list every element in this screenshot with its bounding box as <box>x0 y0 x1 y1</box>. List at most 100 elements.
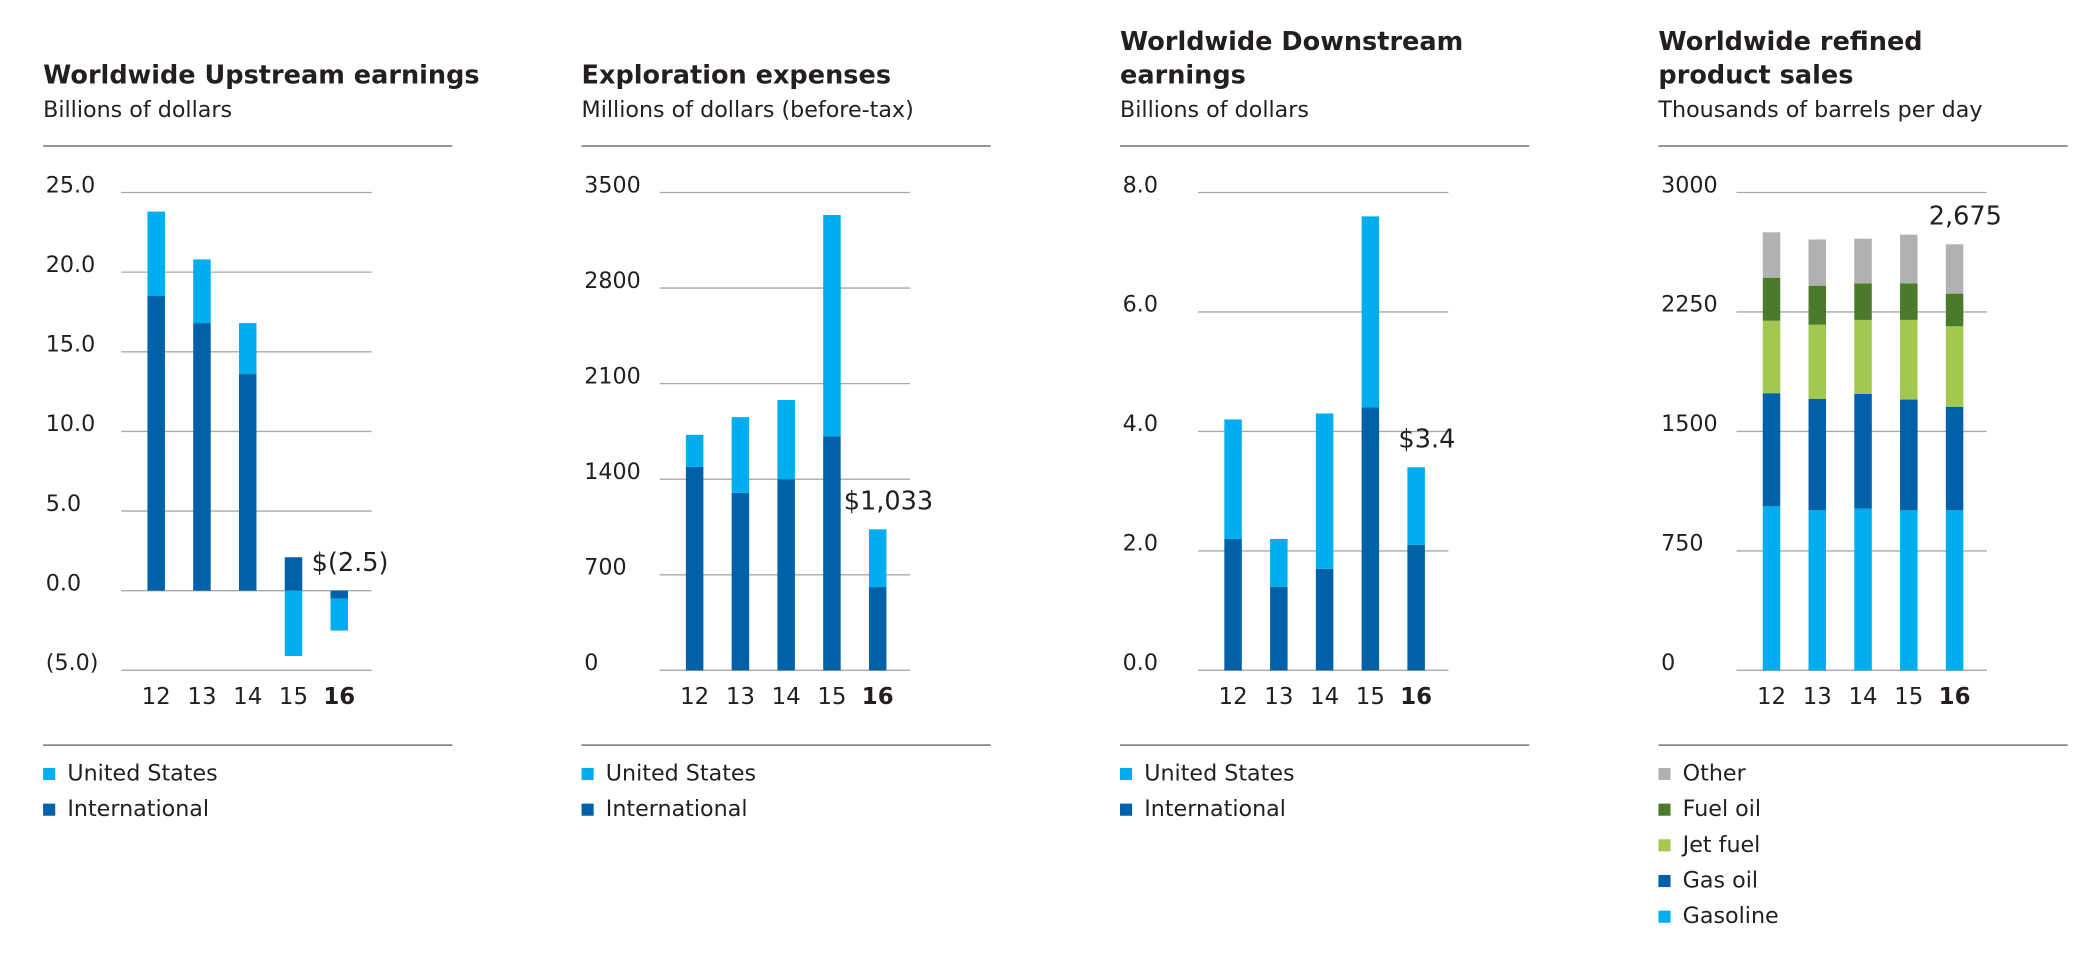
bar-segment <box>330 598 349 631</box>
bar-segment <box>1900 319 1918 400</box>
chart-title: Exploration expenses <box>582 61 892 91</box>
bar-segment <box>238 374 257 591</box>
y-tick-label: 0 <box>1661 650 1675 676</box>
bar-segment <box>1808 285 1827 325</box>
total-label: $1,033 <box>844 486 933 516</box>
bar-segment <box>1315 568 1334 671</box>
y-tick-label: 25.0 <box>46 172 95 198</box>
y-tick-label: 2.0 <box>1123 531 1158 557</box>
x-tick-label: 16 <box>1939 684 1971 710</box>
legend-label: International <box>606 796 748 822</box>
x-tick-label: 13 <box>726 684 755 710</box>
x-tick-label: 15 <box>817 684 846 710</box>
chart-title: Worldwide Upstream earnings <box>43 61 480 91</box>
bar-segment <box>1900 283 1918 320</box>
bar-segment <box>1808 239 1827 286</box>
legend-label: Gasoline <box>1683 903 1779 929</box>
y-tick-label: 1400 <box>584 459 641 485</box>
y-tick-label: 700 <box>584 555 626 581</box>
bar-segment <box>1224 419 1242 539</box>
bar-segment <box>731 417 750 493</box>
bar-segment <box>1361 407 1380 671</box>
y-tick-label: 750 <box>1661 531 1703 557</box>
x-tick-label: 13 <box>187 684 216 710</box>
bar-segment <box>1407 467 1425 545</box>
y-tick-label: 10.0 <box>46 411 95 437</box>
y-tick-label: 1500 <box>1661 411 1718 437</box>
total-label: $(2.5) <box>312 548 389 578</box>
legend-label: Fuel oil <box>1683 796 1761 822</box>
bar-segment <box>1945 406 1964 511</box>
bar-segment <box>147 296 165 591</box>
chart-title: product sales <box>1658 61 1853 91</box>
x-tick-label: 16 <box>1400 684 1432 710</box>
legend-swatch <box>1658 803 1671 816</box>
bar-segment <box>284 590 303 657</box>
x-tick-label: 14 <box>772 684 801 710</box>
x-tick-label: 15 <box>279 684 308 710</box>
bar-segment <box>1900 399 1918 511</box>
legend-swatch <box>1658 839 1671 852</box>
bar-segment <box>823 436 841 671</box>
legend-swatch <box>43 767 56 781</box>
y-tick-label: (5.0) <box>46 650 99 676</box>
bar-segment <box>685 434 704 467</box>
chart-subtitle: Millions of dollars (before-tax) <box>582 97 914 123</box>
legend-label: United States <box>67 761 217 787</box>
x-tick-label: 12 <box>1757 684 1786 710</box>
legend-swatch <box>1658 910 1671 923</box>
bar-segment <box>1854 393 1872 509</box>
bar-segment <box>777 479 795 671</box>
bar-segment <box>731 492 750 671</box>
bar-segment <box>1808 324 1827 399</box>
x-tick-label: 12 <box>680 684 709 710</box>
legend-swatch <box>1119 803 1133 816</box>
bar-segment <box>1762 320 1781 394</box>
bar-segment <box>1945 510 1964 671</box>
bar-segment <box>1361 216 1380 408</box>
bar-segment <box>1854 238 1872 284</box>
bar-segment <box>868 587 887 671</box>
y-tick-label: 2250 <box>1661 292 1718 318</box>
bar-segment <box>1808 398 1827 511</box>
y-tick-label: 8.0 <box>1123 172 1158 198</box>
y-tick-label: 2800 <box>584 268 641 294</box>
chart-subtitle: Billions of dollars <box>43 97 232 123</box>
bar-segment <box>330 590 349 599</box>
bar-segment <box>1945 326 1964 407</box>
bar-segment <box>1854 319 1872 394</box>
y-tick-label: 0 <box>584 650 598 676</box>
y-tick-label: 3500 <box>584 172 641 198</box>
x-tick-label: 14 <box>233 684 262 710</box>
bar-segment <box>1224 538 1242 671</box>
chart-title: Worldwide Downstream <box>1120 27 1463 57</box>
legend-swatch <box>581 803 594 816</box>
total-label: $3.4 <box>1398 424 1455 454</box>
legend-label: United States <box>1144 761 1294 787</box>
bar-segment <box>284 557 303 591</box>
bar-segment <box>1315 413 1334 569</box>
x-tick-label: 16 <box>323 684 355 710</box>
bar-segment <box>1762 277 1781 321</box>
y-tick-label: 20.0 <box>46 252 95 278</box>
bar-segment <box>777 400 795 480</box>
bar-segment <box>1900 234 1918 284</box>
legend-label: United States <box>606 761 756 787</box>
y-tick-label: 0.0 <box>46 570 81 596</box>
bar-segment <box>685 466 704 671</box>
y-tick-label: 6.0 <box>1123 292 1158 318</box>
legend-swatch <box>1658 874 1671 888</box>
y-tick-label: 5.0 <box>46 491 81 517</box>
bar-segment <box>1762 393 1781 507</box>
x-tick-label: 14 <box>1310 684 1339 710</box>
chart-subtitle: Billions of dollars <box>1120 97 1309 123</box>
legend-label: Gas oil <box>1683 868 1758 894</box>
y-tick-label: 3000 <box>1661 172 1718 198</box>
legend-swatch <box>581 767 594 781</box>
y-tick-label: 15.0 <box>46 332 95 358</box>
legend-swatch <box>43 803 56 816</box>
x-tick-label: 13 <box>1803 684 1832 710</box>
legend-label: Jet fuel <box>1681 832 1761 858</box>
bar-segment <box>1900 510 1918 671</box>
